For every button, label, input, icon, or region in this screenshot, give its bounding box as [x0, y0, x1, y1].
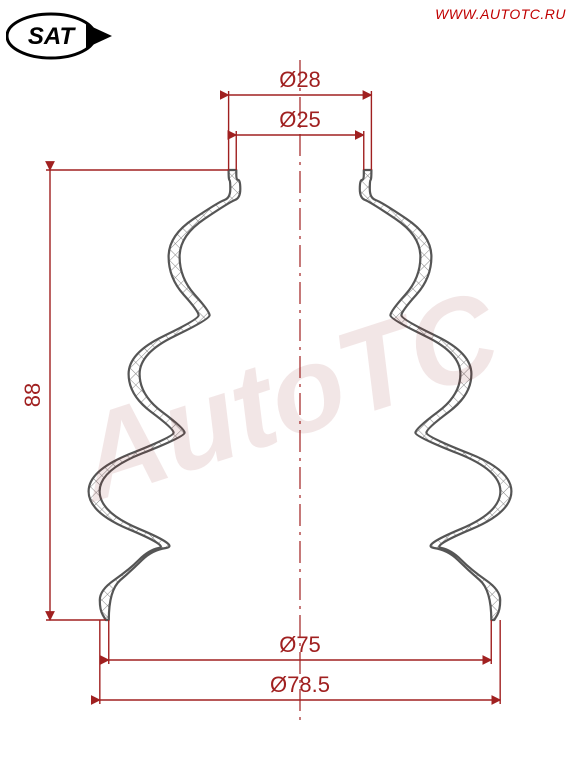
svg-text:AutoTC: AutoTC [58, 265, 516, 528]
svg-text:88: 88 [20, 383, 45, 407]
svg-text:Ø78.5: Ø78.5 [270, 672, 330, 697]
svg-text:Ø28: Ø28 [279, 67, 321, 92]
technical-drawing: 88 Ø28 Ø25 Ø75 Ø78.5 AutoTC [0, 0, 576, 768]
svg-text:Ø25: Ø25 [279, 107, 321, 132]
svg-text:Ø75: Ø75 [279, 632, 321, 657]
